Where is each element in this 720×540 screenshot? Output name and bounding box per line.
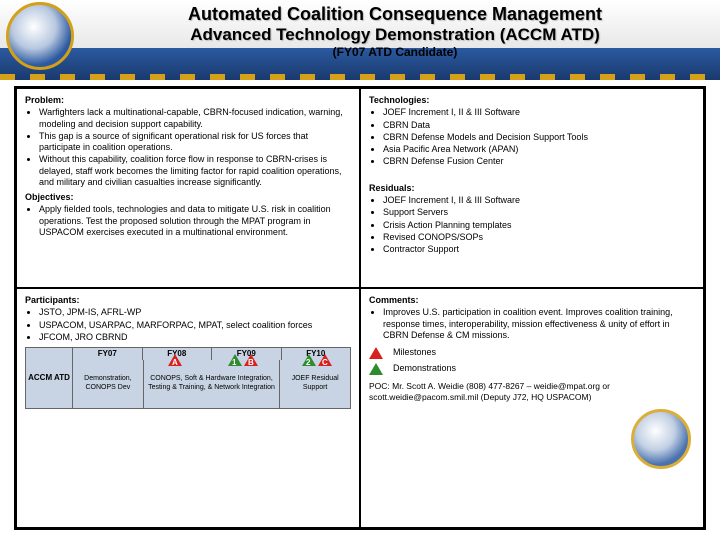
marker-number: B [248, 358, 254, 368]
timeline-block: JOEF Residual Support [279, 360, 350, 408]
residual-item: Crisis Action Planning templates [383, 220, 695, 231]
problem-item: This gap is a source of significant oper… [39, 131, 351, 154]
page-title-1: Automated Coalition Consequence Manageme… [80, 4, 710, 25]
cell-participants: Participants: JSTO, JPM-IS, AFRL-WP USPA… [16, 288, 360, 528]
heading-residuals: Residuals: [369, 183, 695, 194]
fy-header: FY07 [72, 348, 142, 360]
residual-item: Contractor Support [383, 244, 695, 255]
participant-item: JFCOM, JRO CBRND [39, 332, 351, 343]
cell-tech: Technologies: JOEF Increment I, II & III… [360, 88, 704, 288]
heading-tech: Technologies: [369, 95, 695, 106]
timeline-block: CONOPS, Soft & Hardware Integration, Tes… [143, 360, 280, 408]
tech-item: CBRN Defense Fusion Center [383, 156, 695, 167]
heading-problem: Problem: [25, 95, 351, 106]
quad-chart: Problem: Warfighters lack a multinationa… [14, 86, 706, 530]
legend: Milestones Demonstrations [369, 347, 695, 375]
cell-comments: Comments: Improves U.S. participation in… [360, 288, 704, 528]
org-seal-icon [631, 409, 691, 469]
marker-number: A [172, 358, 178, 368]
objective-item: Apply fielded tools, technologies and da… [39, 204, 351, 238]
legend-label: Milestones [393, 347, 436, 358]
header: Automated Coalition Consequence Manageme… [0, 0, 720, 80]
milestone-triangle-icon [369, 347, 383, 359]
marker-number: C [322, 358, 328, 368]
page-title-2: Advanced Technology Demonstration (ACCM … [80, 25, 710, 45]
legend-label: Demonstrations [393, 363, 456, 374]
poc-text: POC: Mr. Scott A. Weidie (808) 477-8267 … [369, 381, 695, 402]
timeline-label: ACCM ATD [26, 348, 72, 408]
participant-item: JSTO, JPM-IS, AFRL-WP [39, 307, 351, 318]
problem-item: Warfighters lack a multinational-capable… [39, 107, 351, 130]
residual-item: JOEF Increment I, II & III Software [383, 195, 695, 206]
tech-item: JOEF Increment I, II & III Software [383, 107, 695, 118]
problem-item: Without this capability, coalition force… [39, 154, 351, 188]
marker-number: 1 [232, 358, 236, 368]
heading-objectives: Objectives: [25, 192, 351, 203]
marker-number: 2 [306, 358, 310, 368]
cell-problem: Problem: Warfighters lack a multinationa… [16, 88, 360, 288]
participant-item: USPACOM, USARPAC, MARFORPAC, MPAT, selec… [39, 320, 351, 331]
heading-participants: Participants: [25, 295, 351, 306]
timeline-block: Demonstration, CONOPS Dev [72, 360, 143, 408]
tech-item: CBRN Data [383, 120, 695, 131]
tech-item: Asia Pacific Area Network (APAN) [383, 144, 695, 155]
heading-comments: Comments: [369, 295, 695, 306]
tech-item: CBRN Defense Models and Decision Support… [383, 132, 695, 143]
residual-item: Support Servers [383, 207, 695, 218]
timeline-body: Demonstration, CONOPS Dev CONOPS, Soft &… [72, 360, 350, 408]
demo-triangle-icon [369, 363, 383, 375]
timeline-table: ACCM ATD FY07 FY08 FY09 FY10 Demonstrati… [25, 347, 351, 409]
page-subtitle: (FY07 ATD Candidate) [80, 45, 710, 59]
comment-item: Improves U.S. participation in coalition… [383, 307, 695, 341]
org-seal-icon [6, 2, 74, 70]
residual-item: Revised CONOPS/SOPs [383, 232, 695, 243]
